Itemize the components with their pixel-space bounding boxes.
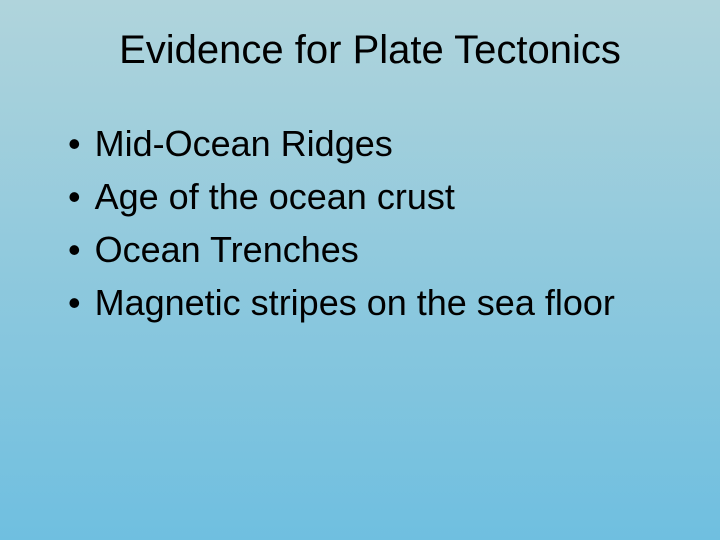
bullet-list: • Mid-Ocean Ridges • Age of the ocean cr…: [50, 121, 670, 325]
bullet-icon: •: [68, 280, 81, 325]
bullet-text: Age of the ocean crust: [95, 174, 670, 219]
bullet-icon: •: [68, 227, 81, 272]
slide-title: Evidence for Plate Tectonics: [50, 28, 670, 73]
slide-container: Evidence for Plate Tectonics • Mid-Ocean…: [0, 0, 720, 540]
bullet-icon: •: [68, 121, 81, 166]
bullet-text: Magnetic stripes on the sea floor: [95, 280, 670, 325]
bullet-icon: •: [68, 174, 81, 219]
list-item: • Age of the ocean crust: [68, 174, 670, 219]
list-item: • Magnetic stripes on the sea floor: [68, 280, 670, 325]
list-item: • Mid-Ocean Ridges: [68, 121, 670, 166]
list-item: • Ocean Trenches: [68, 227, 670, 272]
bullet-text: Mid-Ocean Ridges: [95, 121, 670, 166]
bullet-text: Ocean Trenches: [95, 227, 670, 272]
